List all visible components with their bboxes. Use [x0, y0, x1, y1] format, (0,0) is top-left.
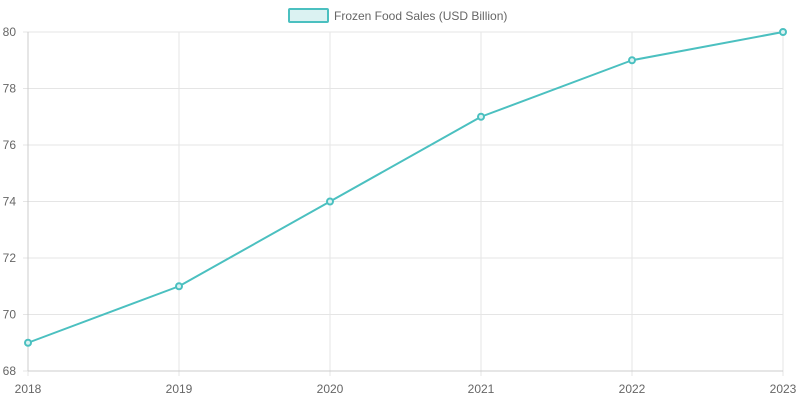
y-tick-label: 70: [3, 308, 17, 322]
y-tick-label: 76: [3, 138, 17, 152]
x-tick-label: 2021: [468, 382, 495, 396]
y-tick-label: 74: [3, 195, 17, 209]
x-tick-label: 2018: [15, 382, 42, 396]
data-point[interactable]: [175, 282, 183, 291]
data-point[interactable]: [477, 112, 485, 121]
legend-label[interactable]: Frozen Food Sales (USD Billion): [334, 9, 507, 23]
data-point[interactable]: [779, 28, 787, 36]
y-tick-labels: 68 70 72 74 76 78 80: [3, 25, 17, 378]
x-tick-label: 2019: [166, 382, 193, 396]
x-tick-label: 2022: [619, 382, 646, 396]
legend[interactable]: Frozen Food Sales (USD Billion): [288, 8, 507, 23]
data-point[interactable]: [326, 197, 334, 206]
y-tick-label: 78: [3, 82, 17, 96]
axes: [27, 32, 783, 372]
series-layer: [24, 28, 787, 347]
y-tick-label: 68: [3, 364, 17, 378]
grid: [23, 31, 784, 376]
x-tick-label: 2020: [317, 382, 344, 396]
series-line: [27, 31, 784, 344]
x-tick-label: 2023: [770, 382, 797, 396]
data-point[interactable]: [628, 56, 636, 65]
x-tick-labels: 2018 2019 2020 2021 2022 2023: [15, 382, 797, 396]
legend-swatch[interactable]: [288, 8, 329, 23]
y-tick-label: 80: [3, 25, 17, 39]
data-point[interactable]: [24, 338, 32, 347]
y-tick-label: 72: [3, 251, 17, 265]
